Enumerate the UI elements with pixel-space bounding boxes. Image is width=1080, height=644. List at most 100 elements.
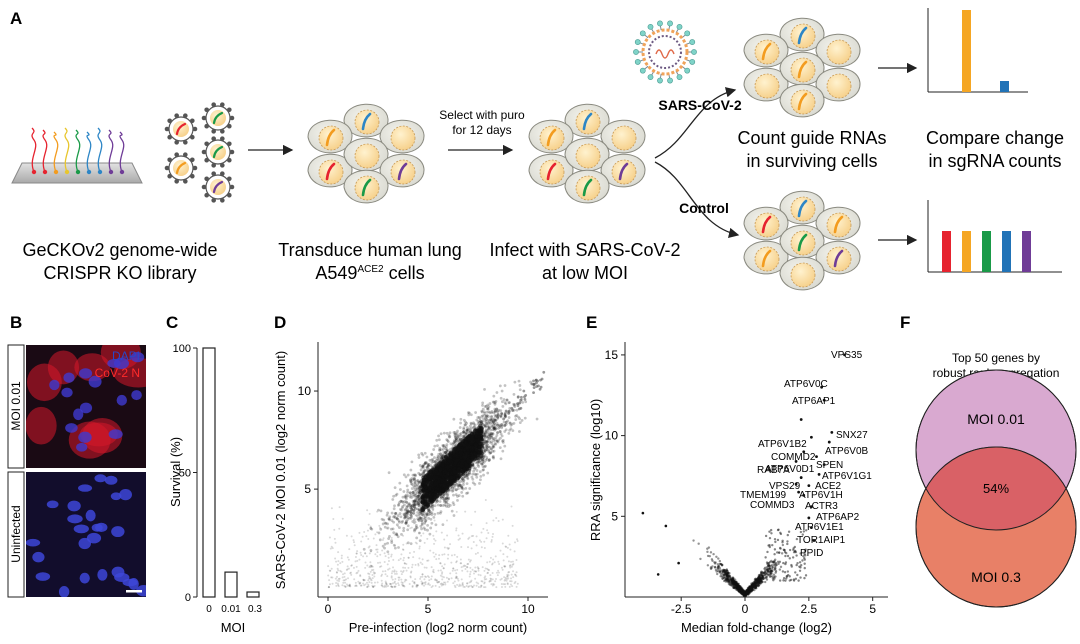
scatter-point bbox=[409, 478, 412, 482]
scatter-point bbox=[508, 565, 511, 568]
scatter-point bbox=[460, 485, 464, 489]
cell-nucleus bbox=[354, 175, 380, 201]
scatter-point bbox=[495, 439, 499, 443]
scatter-point bbox=[512, 421, 516, 425]
scatter-point bbox=[345, 534, 348, 537]
scatter-point bbox=[456, 487, 460, 491]
scatter-point bbox=[480, 531, 483, 534]
scatter-point bbox=[518, 421, 522, 425]
scatter-point bbox=[413, 529, 416, 533]
scatter-point bbox=[467, 558, 470, 561]
scatter-point bbox=[423, 523, 426, 526]
scatter-point bbox=[354, 584, 357, 587]
scatter-point bbox=[449, 543, 452, 546]
bar-icon-sars bbox=[927, 8, 1028, 93]
volcano-point bbox=[789, 578, 793, 582]
scatter-point bbox=[413, 478, 416, 481]
scatter-point bbox=[397, 578, 400, 581]
scatter-point bbox=[405, 509, 409, 513]
scatter-point bbox=[486, 427, 490, 431]
cell-guide bbox=[797, 26, 808, 45]
scatter-point bbox=[490, 440, 493, 444]
scatter-point bbox=[462, 483, 465, 486]
bar-orange bbox=[962, 10, 971, 92]
scatter-point bbox=[462, 430, 466, 433]
scatter-point bbox=[381, 570, 384, 573]
scatter-point bbox=[454, 444, 457, 447]
scatter-point bbox=[439, 574, 442, 577]
scatter-point bbox=[488, 425, 491, 429]
scatter-point bbox=[366, 509, 369, 512]
scatter-point bbox=[393, 516, 397, 520]
scatter-point bbox=[491, 455, 495, 458]
scatter-point bbox=[481, 458, 484, 462]
scatter-point bbox=[441, 453, 445, 456]
scatter-point bbox=[472, 422, 476, 426]
volcano-point bbox=[641, 511, 645, 515]
scatter-point bbox=[453, 432, 457, 436]
scatter-point bbox=[441, 477, 446, 483]
hit-point bbox=[815, 455, 818, 458]
scatter-point bbox=[490, 447, 493, 451]
scatter-point bbox=[508, 585, 511, 588]
library-probe bbox=[53, 131, 59, 173]
scatter-point bbox=[466, 477, 470, 481]
dapi-nucleus bbox=[91, 523, 103, 532]
virion-spike-head bbox=[647, 23, 654, 30]
scatter-point bbox=[418, 493, 421, 497]
scatter-point bbox=[379, 553, 382, 556]
scatter-point bbox=[428, 509, 431, 513]
scatter-point bbox=[456, 568, 459, 571]
scatter-point bbox=[486, 438, 490, 442]
scatter-point bbox=[466, 473, 470, 477]
scatter-point bbox=[328, 536, 331, 539]
scatter-point bbox=[491, 400, 495, 404]
scatter-point bbox=[389, 527, 393, 531]
volcano-point bbox=[764, 556, 767, 559]
scatter-point bbox=[446, 497, 450, 501]
hit-point bbox=[822, 463, 826, 467]
cell-guide bbox=[582, 178, 593, 197]
scatter-point bbox=[404, 497, 408, 501]
scatter-point bbox=[388, 534, 391, 538]
scatter-point bbox=[457, 534, 460, 537]
scatter-point bbox=[488, 560, 491, 563]
scatter-point bbox=[359, 575, 362, 578]
scatter-point bbox=[447, 489, 451, 493]
scatter-point bbox=[353, 544, 356, 547]
volcano-point bbox=[793, 545, 797, 549]
transduce-label-line1: Transduce human lung bbox=[278, 240, 461, 260]
volcano-point bbox=[757, 584, 761, 587]
scatter-point bbox=[462, 478, 466, 482]
scatter-point bbox=[414, 489, 418, 493]
hit-label: ATP6V1B2 bbox=[758, 439, 807, 450]
volcano-point bbox=[771, 565, 774, 569]
scatter-point bbox=[397, 546, 400, 549]
scatter-point bbox=[455, 561, 458, 564]
scatter-point bbox=[487, 458, 491, 462]
scatter-point bbox=[413, 528, 416, 532]
scatter-point bbox=[369, 548, 373, 552]
dapi-nucleus bbox=[130, 351, 145, 363]
hit-point bbox=[799, 418, 803, 421]
hit-point bbox=[794, 460, 798, 463]
cell-nucleus bbox=[754, 212, 780, 238]
scatter-point bbox=[379, 509, 383, 513]
scatter-point bbox=[431, 504, 435, 508]
scatter-point bbox=[509, 423, 513, 427]
hit-label: RAB7A bbox=[757, 465, 790, 476]
virion-spike-head bbox=[689, 39, 696, 45]
scatter-point bbox=[419, 468, 423, 472]
scatter-point bbox=[440, 462, 445, 468]
x-axis-label: Pre-infection (log2 norm count) bbox=[349, 620, 527, 635]
scatter-point bbox=[441, 489, 446, 494]
scatter-point bbox=[437, 557, 440, 560]
scatter-point bbox=[488, 440, 492, 444]
scatter-point bbox=[403, 503, 406, 507]
scatter-point bbox=[482, 468, 485, 471]
scatter-point bbox=[495, 407, 499, 411]
scatter-point bbox=[400, 570, 403, 573]
scatter-point bbox=[484, 418, 488, 422]
scatter-point bbox=[368, 566, 371, 569]
scatter-point bbox=[510, 565, 513, 568]
